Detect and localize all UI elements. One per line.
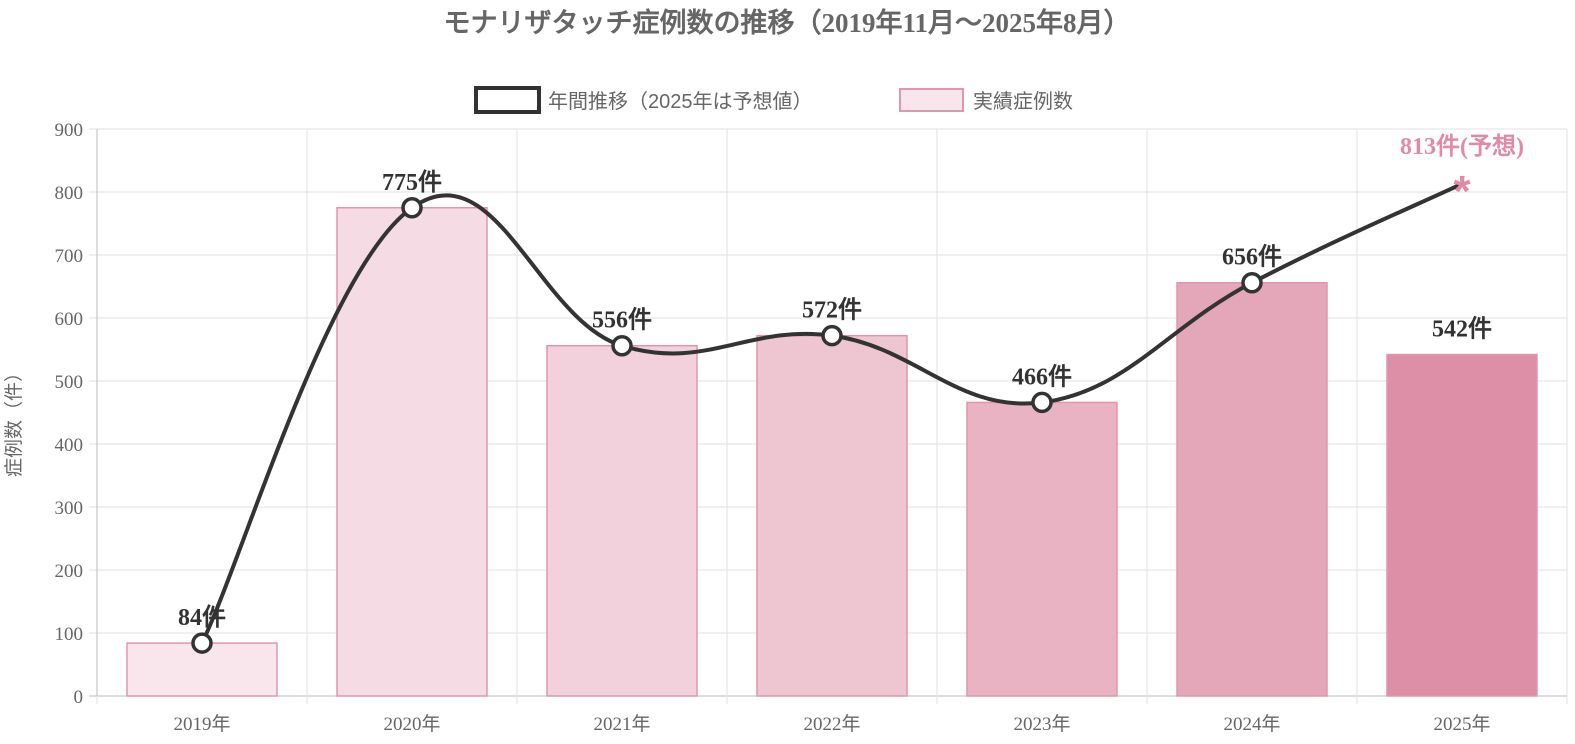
legend: 年間推移（2025年は予想値） 実績症例数 [474, 86, 1073, 114]
y-tick-label: 800 [55, 183, 84, 204]
legend-label-bar: 実績症例数 [973, 90, 1073, 113]
x-tick-label: 2020年 [383, 713, 440, 735]
data-label: 556件 [592, 307, 652, 334]
data-label: 775件 [382, 169, 442, 196]
bar-2023年 [966, 401, 1118, 697]
forecast-asterisk-point: * [1453, 167, 1471, 216]
x-tick-label: 2024年 [1223, 713, 1280, 735]
bar-2025年 [1386, 353, 1538, 697]
data-label: 84件 [178, 604, 226, 631]
trend-point [1031, 391, 1053, 414]
data-label: 572件 [802, 297, 862, 324]
x-tick-label: 2022年 [803, 713, 860, 735]
y-tick-label: 400 [55, 435, 84, 456]
trend-line [200, 182, 1463, 644]
forecast-label: 813件(予想) [1400, 133, 1524, 160]
bar-2024年 [1176, 281, 1328, 697]
data-label: 466件 [1012, 363, 1072, 390]
y-tick-label: 0 [74, 687, 84, 708]
bar-2020年 [336, 207, 488, 697]
y-tick-label: 700 [55, 246, 84, 267]
y-tick-label: 200 [55, 561, 84, 582]
trend-point [821, 324, 843, 347]
trend-point [401, 197, 423, 219]
y-tick-label: 500 [55, 372, 84, 393]
x-tick-label: 2025年 [1433, 713, 1490, 735]
bar-2021年 [546, 344, 698, 697]
x-tick-label: 2019年 [173, 713, 230, 735]
y-axis-label: 症例数（件） [3, 363, 25, 477]
legend-label-line: 年間推移（2025年は予想値） [548, 90, 813, 113]
data-label: 656件 [1222, 244, 1282, 271]
y-tick-label: 100 [55, 624, 84, 645]
chart-title: モナリザタッチ症例数の推移（2019年11月〜2025年8月） [443, 7, 1130, 38]
bar-2022年 [756, 334, 908, 697]
x-tick-label: 2023年 [1013, 713, 1070, 735]
trend-point [611, 334, 633, 357]
trend-point [191, 632, 213, 654]
y-tick-label: 900 [55, 120, 84, 141]
legend-swatch-line[interactable] [474, 86, 541, 114]
trend-point [1241, 271, 1263, 294]
x-tick-label: 2021年 [593, 713, 650, 735]
y-tick-label: 300 [55, 498, 84, 519]
bar-data-label: 542件 [1432, 316, 1492, 343]
y-tick-label: 600 [55, 309, 84, 330]
legend-swatch-bar[interactable] [899, 88, 964, 112]
